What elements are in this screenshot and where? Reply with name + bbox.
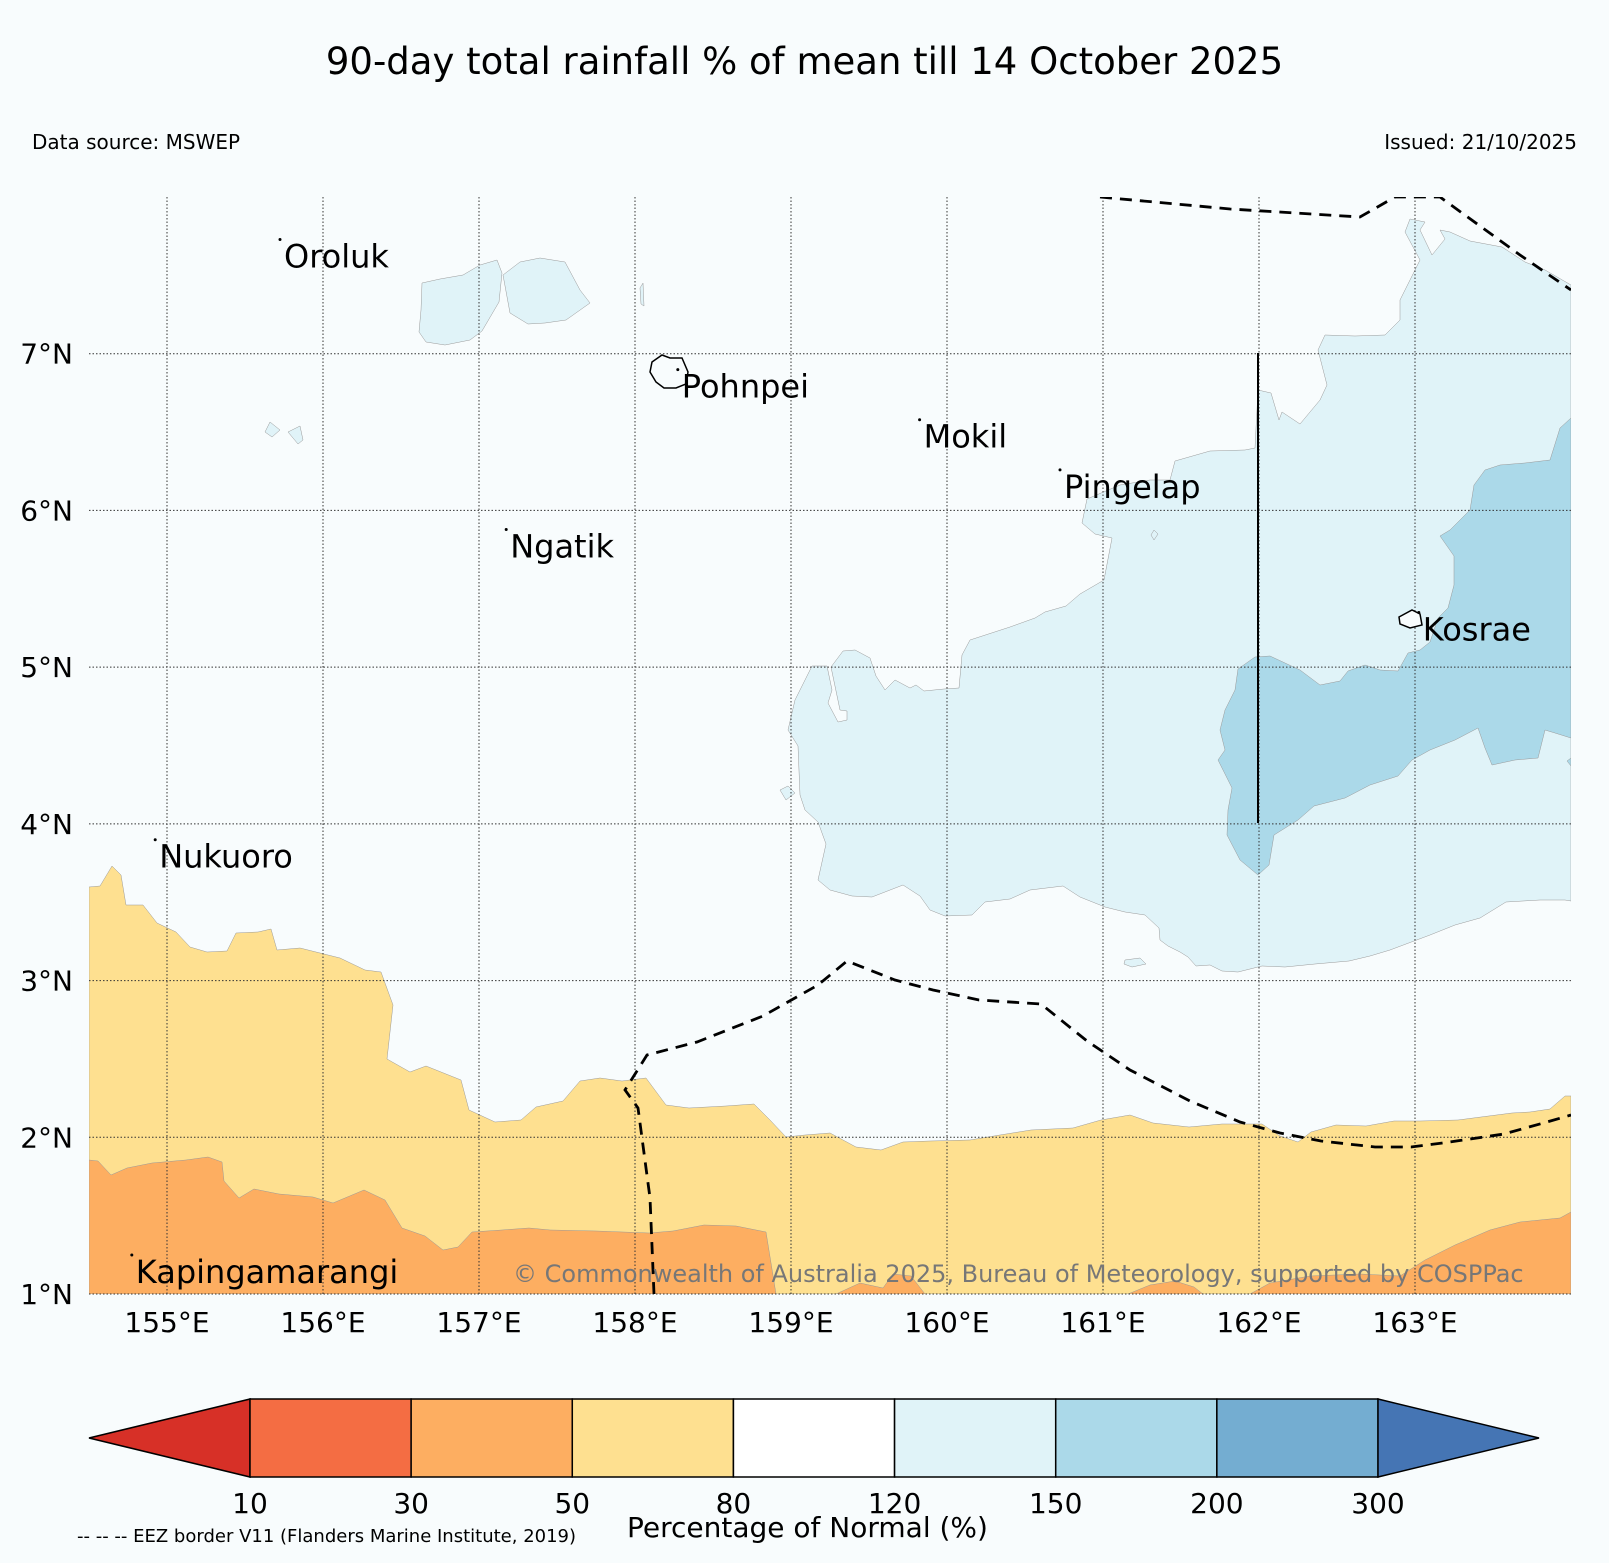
- lat-tick-label: 3°N: [20, 965, 73, 998]
- colorbar-segment: [732, 1398, 896, 1478]
- lat-tick-label: 4°N: [20, 808, 73, 841]
- anomaly-150-200: [1217, 417, 1571, 876]
- place-label-nukuoro: Nukuoro: [159, 838, 293, 876]
- place-marker: [130, 1253, 134, 1257]
- colorbar-tick-label: 120: [868, 1487, 921, 1520]
- place-label-ngatik: Ngatik: [510, 527, 614, 565]
- colorbar-tick-label: 30: [393, 1487, 429, 1520]
- anomaly-120-150-north: [418, 259, 503, 346]
- place-marker: [504, 527, 508, 531]
- issued-date: Issued: 21/10/2025: [1384, 130, 1577, 154]
- colorbar-tick-label: 50: [554, 1487, 590, 1520]
- lon-tick-label: 158°E: [592, 1306, 677, 1339]
- anomaly-30-50: [89, 1156, 777, 1294]
- place-marker: [1417, 611, 1421, 615]
- anomaly-120-150-speck-2: [264, 421, 304, 445]
- lat-tick-label: 5°N: [20, 651, 73, 684]
- colorbar-tick-label: 10: [232, 1487, 268, 1520]
- anomaly-150-200-speck-2: [1150, 529, 1159, 541]
- colorbar-tick-label: 300: [1351, 1487, 1404, 1520]
- place-labels: Oroluk Pohnpei Mokil Pingelap Ngatik Kosrae Nu…: [136, 238, 1531, 1292]
- lon-tick-label: 155°E: [124, 1306, 209, 1339]
- lon-tick-label: 161°E: [1060, 1306, 1145, 1339]
- eez-footnote: -- -- -- EEZ border V11 (Flanders Marine…: [77, 1526, 577, 1547]
- anomaly-120-150-islet-2: [1123, 957, 1147, 968]
- anomaly-30-50-south-2: [1127, 1280, 1204, 1294]
- colorbar-ticks: 10 30 50 80 120 150 200 300: [232, 1487, 1405, 1520]
- anomaly-30-50-south: [835, 1273, 926, 1294]
- colorbar: [88, 1398, 1540, 1478]
- colorbar-segment: [1216, 1398, 1379, 1478]
- place-marker: [278, 238, 282, 242]
- colorbar-tick-label: 150: [1029, 1487, 1082, 1520]
- colorbar-segment: [893, 1398, 1057, 1478]
- anomaly-120-150-east: [787, 218, 1571, 973]
- data-source: Data source: MSWEP: [32, 130, 241, 154]
- colorbar-segment: [249, 1398, 412, 1478]
- place-label-kosrae: Kosrae: [1423, 611, 1531, 649]
- colorbar-over-arrow: [1377, 1398, 1540, 1478]
- lat-tick-label: 2°N: [20, 1121, 73, 1154]
- copyright-notice: © Commonwealth of Australia 2025, Bureau…: [513, 1260, 1524, 1288]
- colorbar-segment: [1054, 1398, 1218, 1478]
- anomaly-120-150-north-2: [502, 257, 591, 325]
- anomaly-30-50-southeast: [1249, 1211, 1571, 1294]
- eez-border-north: [1099, 197, 1571, 292]
- place-label-pingelap: Pingelap: [1064, 468, 1201, 506]
- kosrae-island: [1398, 609, 1423, 629]
- lon-tick-label: 160°E: [904, 1306, 989, 1339]
- place-label-pohnpei: Pohnpei: [682, 368, 809, 406]
- place-label-mokil: Mokil: [924, 418, 1008, 456]
- graticule: [89, 197, 1571, 1295]
- latitude-labels: 1°N 2°N 3°N 4°N 5°N 6°N 7°N: [20, 338, 73, 1311]
- place-label-oroluk: Oroluk: [284, 238, 389, 276]
- eez-border-south: [623, 959, 1571, 1294]
- lat-tick-label: 1°N: [20, 1278, 73, 1311]
- place-marker: [153, 838, 157, 842]
- colorbar-segment: [571, 1398, 735, 1478]
- colorbar-segment: [410, 1398, 574, 1478]
- colorbar-tick-label: 80: [716, 1487, 752, 1520]
- lon-tick-label: 159°E: [748, 1306, 833, 1339]
- map-title: 90-day total rainfall % of mean till 14 …: [325, 40, 1284, 83]
- lon-tick-label: 162°E: [1216, 1306, 1301, 1339]
- place-marker: [1058, 468, 1062, 472]
- anomaly-150-200-speck: [1566, 757, 1571, 767]
- islands: [649, 354, 1423, 629]
- colorbar-title: Percentage of Normal (%): [627, 1511, 988, 1544]
- place-marker: [918, 418, 922, 422]
- lon-tick-label: 157°E: [436, 1306, 521, 1339]
- eez-borders: [623, 197, 1571, 1294]
- lat-tick-label: 6°N: [20, 494, 73, 527]
- place-markers: [130, 238, 1421, 1257]
- pohnpei-island: [649, 354, 689, 389]
- longitude-labels: 155°E 156°E 157°E 158°E 159°E 160°E 161°E 162°E…: [124, 1306, 1457, 1339]
- colorbar-tick-label: 200: [1190, 1487, 1243, 1520]
- lon-tick-label: 156°E: [280, 1306, 365, 1339]
- lon-tick-label: 163°E: [1372, 1306, 1457, 1339]
- place-label-kapingamarangi: Kapingamarangi: [136, 1253, 398, 1291]
- anomaly-120-150-speck: [639, 282, 645, 307]
- colorbar-under-arrow: [88, 1398, 251, 1478]
- anomaly-50-80: [89, 865, 1571, 1294]
- lat-tick-label: 7°N: [20, 338, 73, 371]
- place-marker: [676, 368, 680, 372]
